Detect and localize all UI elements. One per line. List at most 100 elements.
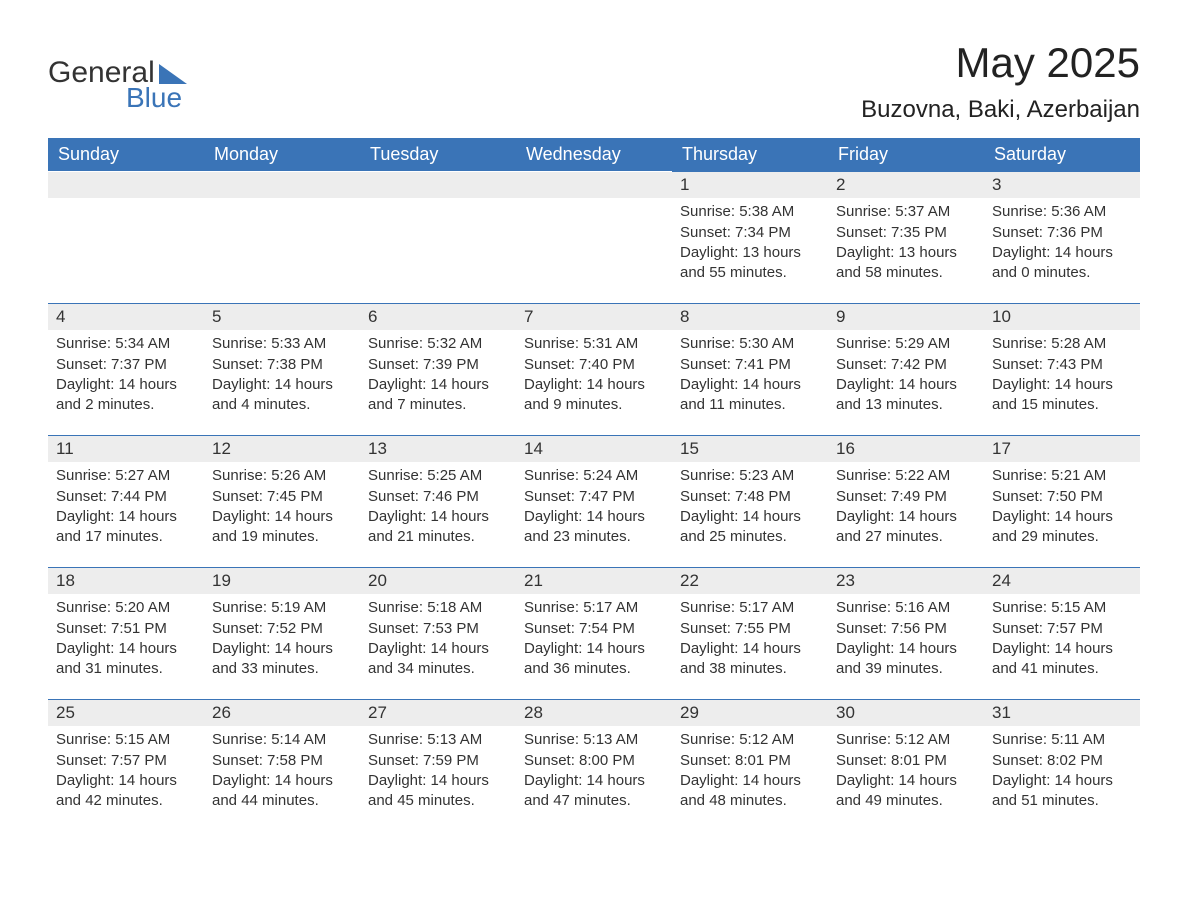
day-number: 10 xyxy=(984,304,1140,330)
calendar-cell xyxy=(48,171,204,303)
day-details: Sunrise: 5:13 AMSunset: 7:59 PMDaylight:… xyxy=(360,726,516,811)
weekday-tuesday: Tuesday xyxy=(360,138,516,171)
day-number: 5 xyxy=(204,304,360,330)
brand-word2: Blue xyxy=(126,84,182,112)
day-details: Sunrise: 5:19 AMSunset: 7:52 PMDaylight:… xyxy=(204,594,360,679)
calendar-cell: 14Sunrise: 5:24 AMSunset: 7:47 PMDayligh… xyxy=(516,435,672,567)
day-details: Sunrise: 5:36 AMSunset: 7:36 PMDaylight:… xyxy=(984,198,1140,283)
title-block: May 2025 Buzovna, Baki, Azerbaijan xyxy=(861,40,1140,124)
day-details: Sunrise: 5:23 AMSunset: 7:48 PMDaylight:… xyxy=(672,462,828,547)
calendar-cell: 10Sunrise: 5:28 AMSunset: 7:43 PMDayligh… xyxy=(984,303,1140,435)
day-details: Sunrise: 5:12 AMSunset: 8:01 PMDaylight:… xyxy=(828,726,984,811)
day-number xyxy=(48,172,204,198)
calendar-cell: 30Sunrise: 5:12 AMSunset: 8:01 PMDayligh… xyxy=(828,699,984,831)
day-number: 15 xyxy=(672,436,828,462)
weekday-sunday: Sunday xyxy=(48,138,204,171)
calendar-cell: 22Sunrise: 5:17 AMSunset: 7:55 PMDayligh… xyxy=(672,567,828,699)
weekday-friday: Friday xyxy=(828,138,984,171)
day-number: 21 xyxy=(516,568,672,594)
day-details: Sunrise: 5:16 AMSunset: 7:56 PMDaylight:… xyxy=(828,594,984,679)
calendar-cell: 7Sunrise: 5:31 AMSunset: 7:40 PMDaylight… xyxy=(516,303,672,435)
day-details: Sunrise: 5:12 AMSunset: 8:01 PMDaylight:… xyxy=(672,726,828,811)
day-number: 20 xyxy=(360,568,516,594)
day-number: 29 xyxy=(672,700,828,726)
day-number xyxy=(360,172,516,198)
day-number: 30 xyxy=(828,700,984,726)
day-details: Sunrise: 5:17 AMSunset: 7:54 PMDaylight:… xyxy=(516,594,672,679)
calendar-cell: 24Sunrise: 5:15 AMSunset: 7:57 PMDayligh… xyxy=(984,567,1140,699)
calendar-row: 11Sunrise: 5:27 AMSunset: 7:44 PMDayligh… xyxy=(48,435,1140,567)
calendar-cell: 12Sunrise: 5:26 AMSunset: 7:45 PMDayligh… xyxy=(204,435,360,567)
day-number: 11 xyxy=(48,436,204,462)
day-number: 23 xyxy=(828,568,984,594)
day-details: Sunrise: 5:15 AMSunset: 7:57 PMDaylight:… xyxy=(48,726,204,811)
calendar-cell: 4Sunrise: 5:34 AMSunset: 7:37 PMDaylight… xyxy=(48,303,204,435)
day-number: 4 xyxy=(48,304,204,330)
day-details: Sunrise: 5:26 AMSunset: 7:45 PMDaylight:… xyxy=(204,462,360,547)
day-details: Sunrise: 5:15 AMSunset: 7:57 PMDaylight:… xyxy=(984,594,1140,679)
day-details: Sunrise: 5:28 AMSunset: 7:43 PMDaylight:… xyxy=(984,330,1140,415)
calendar-cell: 31Sunrise: 5:11 AMSunset: 8:02 PMDayligh… xyxy=(984,699,1140,831)
brand-logo: General Blue xyxy=(48,40,187,112)
sail-icon xyxy=(159,64,187,84)
calendar-cell: 6Sunrise: 5:32 AMSunset: 7:39 PMDaylight… xyxy=(360,303,516,435)
day-number: 31 xyxy=(984,700,1140,726)
day-details: Sunrise: 5:24 AMSunset: 7:47 PMDaylight:… xyxy=(516,462,672,547)
day-number: 19 xyxy=(204,568,360,594)
day-details: Sunrise: 5:14 AMSunset: 7:58 PMDaylight:… xyxy=(204,726,360,811)
weekday-monday: Monday xyxy=(204,138,360,171)
calendar-row: 18Sunrise: 5:20 AMSunset: 7:51 PMDayligh… xyxy=(48,567,1140,699)
header-row: General Blue May 2025 Buzovna, Baki, Aze… xyxy=(48,40,1140,124)
calendar-cell: 15Sunrise: 5:23 AMSunset: 7:48 PMDayligh… xyxy=(672,435,828,567)
day-number: 22 xyxy=(672,568,828,594)
calendar-cell: 11Sunrise: 5:27 AMSunset: 7:44 PMDayligh… xyxy=(48,435,204,567)
calendar-body: 1Sunrise: 5:38 AMSunset: 7:34 PMDaylight… xyxy=(48,171,1140,831)
calendar-row: 4Sunrise: 5:34 AMSunset: 7:37 PMDaylight… xyxy=(48,303,1140,435)
day-number: 8 xyxy=(672,304,828,330)
calendar-cell xyxy=(516,171,672,303)
calendar-cell: 1Sunrise: 5:38 AMSunset: 7:34 PMDaylight… xyxy=(672,171,828,303)
calendar-cell: 2Sunrise: 5:37 AMSunset: 7:35 PMDaylight… xyxy=(828,171,984,303)
day-number: 9 xyxy=(828,304,984,330)
day-number: 6 xyxy=(360,304,516,330)
day-details: Sunrise: 5:29 AMSunset: 7:42 PMDaylight:… xyxy=(828,330,984,415)
day-number: 13 xyxy=(360,436,516,462)
calendar-cell: 13Sunrise: 5:25 AMSunset: 7:46 PMDayligh… xyxy=(360,435,516,567)
calendar-cell: 17Sunrise: 5:21 AMSunset: 7:50 PMDayligh… xyxy=(984,435,1140,567)
weekday-thursday: Thursday xyxy=(672,138,828,171)
day-number: 3 xyxy=(984,172,1140,198)
calendar-cell: 21Sunrise: 5:17 AMSunset: 7:54 PMDayligh… xyxy=(516,567,672,699)
day-details: Sunrise: 5:18 AMSunset: 7:53 PMDaylight:… xyxy=(360,594,516,679)
calendar-cell: 23Sunrise: 5:16 AMSunset: 7:56 PMDayligh… xyxy=(828,567,984,699)
day-number xyxy=(204,172,360,198)
day-number: 14 xyxy=(516,436,672,462)
location-text: Buzovna, Baki, Azerbaijan xyxy=(861,96,1140,124)
weekday-saturday: Saturday xyxy=(984,138,1140,171)
calendar-cell: 26Sunrise: 5:14 AMSunset: 7:58 PMDayligh… xyxy=(204,699,360,831)
day-details: Sunrise: 5:37 AMSunset: 7:35 PMDaylight:… xyxy=(828,198,984,283)
day-number: 12 xyxy=(204,436,360,462)
day-details: Sunrise: 5:27 AMSunset: 7:44 PMDaylight:… xyxy=(48,462,204,547)
day-details: Sunrise: 5:30 AMSunset: 7:41 PMDaylight:… xyxy=(672,330,828,415)
day-details: Sunrise: 5:34 AMSunset: 7:37 PMDaylight:… xyxy=(48,330,204,415)
calendar-row: 1Sunrise: 5:38 AMSunset: 7:34 PMDaylight… xyxy=(48,171,1140,303)
day-details: Sunrise: 5:20 AMSunset: 7:51 PMDaylight:… xyxy=(48,594,204,679)
day-details: Sunrise: 5:17 AMSunset: 7:55 PMDaylight:… xyxy=(672,594,828,679)
page-title: May 2025 xyxy=(861,40,1140,86)
calendar-cell: 3Sunrise: 5:36 AMSunset: 7:36 PMDaylight… xyxy=(984,171,1140,303)
day-number: 28 xyxy=(516,700,672,726)
calendar-cell: 9Sunrise: 5:29 AMSunset: 7:42 PMDaylight… xyxy=(828,303,984,435)
day-number: 25 xyxy=(48,700,204,726)
day-number: 18 xyxy=(48,568,204,594)
day-number: 2 xyxy=(828,172,984,198)
day-details: Sunrise: 5:11 AMSunset: 8:02 PMDaylight:… xyxy=(984,726,1140,811)
calendar-cell: 18Sunrise: 5:20 AMSunset: 7:51 PMDayligh… xyxy=(48,567,204,699)
calendar-cell: 5Sunrise: 5:33 AMSunset: 7:38 PMDaylight… xyxy=(204,303,360,435)
weekday-header-row: SundayMondayTuesdayWednesdayThursdayFrid… xyxy=(48,138,1140,171)
day-details: Sunrise: 5:33 AMSunset: 7:38 PMDaylight:… xyxy=(204,330,360,415)
weekday-wednesday: Wednesday xyxy=(516,138,672,171)
calendar-table: SundayMondayTuesdayWednesdayThursdayFrid… xyxy=(48,138,1140,831)
day-number xyxy=(516,172,672,198)
brand-line1: General xyxy=(48,58,187,88)
calendar-page: General Blue May 2025 Buzovna, Baki, Aze… xyxy=(0,0,1188,918)
